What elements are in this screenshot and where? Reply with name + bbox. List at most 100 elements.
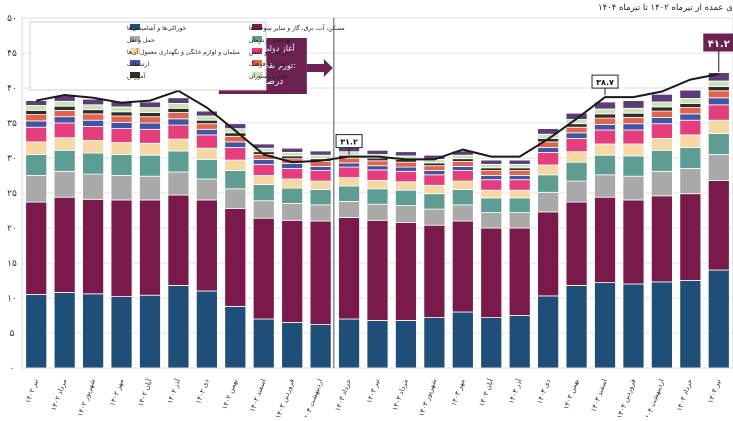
bar-segment bbox=[82, 126, 105, 141]
bar-segment bbox=[281, 178, 304, 189]
bar-segment bbox=[594, 196, 616, 283]
bar-segment bbox=[707, 72, 730, 82]
bar-segment bbox=[451, 204, 474, 222]
bar-segment bbox=[82, 140, 105, 154]
bar-segment bbox=[594, 108, 616, 115]
bar-segment bbox=[395, 166, 417, 172]
bar-segment bbox=[167, 194, 190, 286]
bar-segment bbox=[508, 227, 531, 316]
x-tick-label: فروردین ۱۴۰۳ bbox=[274, 378, 296, 417]
legend-label: مسکن، آب، برق، گاز و سایر سوخت‌ها bbox=[249, 23, 345, 32]
bar-segment bbox=[195, 123, 218, 130]
bar-segment bbox=[707, 104, 730, 121]
inflation-line-path bbox=[36, 73, 719, 164]
legend-label: مبلمان و لوازم خانگی و نگهداری معمول آن‌… bbox=[127, 47, 240, 56]
bar-segment bbox=[110, 111, 133, 117]
bar-segment bbox=[25, 126, 48, 143]
bar-segment bbox=[281, 163, 304, 169]
bar-segment bbox=[110, 199, 133, 297]
bar-segment bbox=[395, 161, 417, 168]
bar-segment bbox=[281, 147, 304, 153]
bar-segment bbox=[679, 280, 702, 368]
legend-label: پوشاک و کفش bbox=[249, 48, 287, 56]
bar-segment bbox=[252, 158, 275, 165]
x-tick-label: اسفند ۱۴۰۲ bbox=[248, 378, 267, 413]
bar-stack bbox=[195, 110, 218, 368]
bar-segment bbox=[395, 319, 417, 368]
bar-stack bbox=[338, 147, 360, 368]
bar-segment bbox=[167, 171, 190, 196]
bar-segment bbox=[338, 217, 360, 320]
bar-segment bbox=[707, 90, 730, 99]
bar-segment bbox=[139, 154, 161, 177]
x-tick-label: بهمن ۱۴۰۳ bbox=[562, 378, 580, 411]
annotation-arrow-icon bbox=[306, 59, 333, 77]
bar-segment bbox=[195, 178, 218, 201]
bar-stack bbox=[622, 100, 645, 368]
x-tick-label: اردیبهشت ۱۴۰۴ bbox=[642, 378, 665, 417]
bar-segment bbox=[366, 169, 389, 181]
bar-segment bbox=[110, 115, 133, 123]
bar-segment bbox=[480, 159, 503, 165]
legend-item: حمل و نقل bbox=[127, 36, 155, 44]
legend-item: بهداشت و درمان bbox=[249, 36, 291, 44]
bar-segment bbox=[110, 154, 133, 176]
bar-segment bbox=[366, 319, 389, 368]
legend-swatch bbox=[130, 60, 140, 66]
bar-segment bbox=[650, 106, 673, 112]
bar-segment bbox=[537, 147, 560, 153]
bar-segment bbox=[139, 294, 161, 368]
bar-segment bbox=[480, 163, 503, 169]
x-tick-label: اسفند ۱۴۰۳ bbox=[590, 378, 609, 413]
legend-label: آموزش bbox=[127, 71, 146, 80]
bar-segment bbox=[480, 317, 503, 368]
bar-segment bbox=[195, 199, 218, 292]
bar-segment bbox=[594, 113, 616, 119]
bar-segment bbox=[139, 101, 161, 108]
bar-segment bbox=[366, 203, 389, 221]
bar-segment bbox=[395, 151, 417, 157]
bar-segment bbox=[139, 199, 161, 296]
x-tick-label: شهریور ۱۴۰۲ bbox=[76, 378, 97, 417]
bar-segment bbox=[650, 149, 673, 172]
bar-segment bbox=[252, 175, 275, 186]
bar-segment bbox=[366, 157, 389, 162]
bar-segment bbox=[139, 107, 161, 113]
bar-segment bbox=[195, 110, 218, 117]
legend-item: خوراکی‌ها و آشامیدنی‌ها bbox=[127, 23, 187, 32]
value-callout: ۳۸.۷ bbox=[591, 74, 619, 96]
bar-segment bbox=[139, 122, 161, 130]
bar-segment bbox=[565, 137, 588, 153]
bar-segment bbox=[82, 173, 105, 200]
bar-stack bbox=[167, 97, 190, 368]
bar-segment bbox=[679, 107, 702, 115]
bar-stack bbox=[707, 72, 730, 368]
legend-swatch bbox=[252, 60, 262, 66]
x-tick-label: آذر ۱۴۰۲ bbox=[165, 377, 183, 405]
bar-stack bbox=[366, 149, 389, 368]
bar-segment bbox=[622, 107, 645, 114]
bar-segment bbox=[622, 123, 645, 131]
bar-segment bbox=[338, 200, 360, 218]
bar-segment bbox=[53, 100, 76, 107]
bar-segment bbox=[622, 100, 645, 109]
legend-item: تفریح و فرهنگ bbox=[249, 60, 286, 68]
legend-item: مسکن، آب، برق، گاز و سایر سوخت‌ها bbox=[249, 23, 345, 32]
bar-stack bbox=[594, 101, 616, 368]
bar-segment bbox=[679, 98, 702, 104]
y-tick-label: ۲۵ bbox=[7, 189, 17, 199]
bar-segment bbox=[25, 105, 48, 111]
bar-segment bbox=[309, 324, 332, 368]
bar-segment bbox=[167, 284, 190, 368]
bar-segment bbox=[451, 180, 474, 190]
bar-stack bbox=[252, 143, 275, 368]
bar-segment bbox=[423, 165, 446, 171]
bar-segment bbox=[565, 284, 588, 368]
legend-box bbox=[29, 21, 267, 91]
bar-stack bbox=[423, 154, 446, 368]
bar-segment bbox=[25, 141, 48, 155]
x-tick-label: شهریور ۱۴۰۳ bbox=[417, 378, 438, 417]
bar-stack bbox=[565, 112, 588, 368]
bar-stack bbox=[224, 123, 247, 368]
callout-value: ۴۱.۲ bbox=[708, 39, 730, 50]
